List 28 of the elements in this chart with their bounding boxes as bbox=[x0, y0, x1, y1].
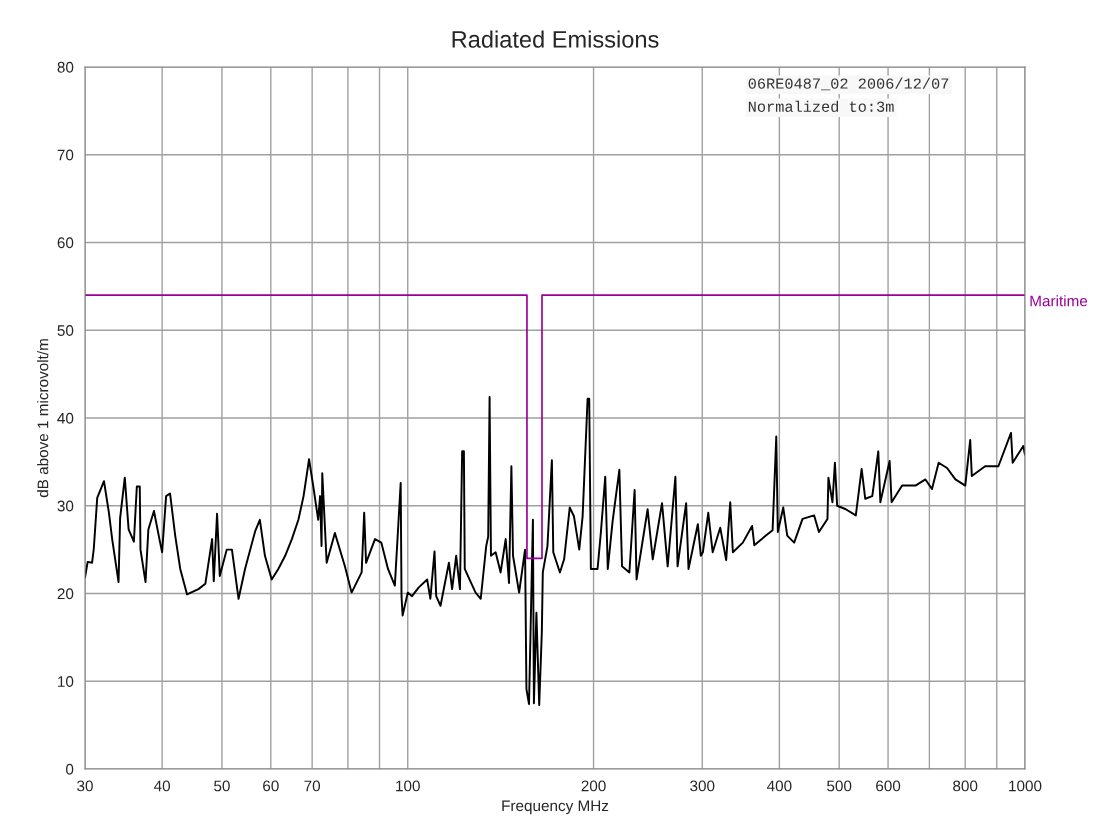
x-tick-label: 100 bbox=[396, 780, 420, 792]
x-tick-label: 30 bbox=[77, 780, 93, 792]
x-tick-label: 60 bbox=[263, 780, 279, 792]
y-tick-label: 50 bbox=[57, 325, 74, 336]
x-tick-label: 500 bbox=[827, 780, 852, 792]
y-tick-label: 60 bbox=[57, 237, 74, 249]
x-tick-label: 400 bbox=[766, 780, 792, 792]
x-tick-label: 50 bbox=[214, 780, 230, 792]
chart-title: Radiated Emissions bbox=[452, 30, 659, 48]
y-tick-label: 30 bbox=[57, 500, 74, 512]
series-label: Maritime bbox=[1030, 295, 1088, 307]
x-tick-label: 800 bbox=[953, 780, 978, 792]
y-tick-label: 70 bbox=[57, 149, 74, 161]
y-tick-label: 20 bbox=[57, 588, 74, 600]
annotation: 06RE0487_02 2006/12/07 bbox=[748, 77, 949, 91]
x-tick-label: 1000 bbox=[1009, 780, 1042, 792]
x-tick-label: 70 bbox=[304, 780, 321, 792]
y-tick-label: 40 bbox=[57, 412, 74, 424]
x-tick-label: 40 bbox=[153, 780, 171, 792]
y-axis-title: dB above 1 microvolt/m bbox=[37, 339, 49, 498]
x-axis-title: Frequency MHz bbox=[502, 800, 609, 815]
x-tick-label: 600 bbox=[876, 780, 901, 792]
y-tick-label: 10 bbox=[58, 676, 74, 687]
x-tick-label: 300 bbox=[690, 780, 715, 792]
y-tick-label: 80 bbox=[57, 61, 74, 73]
x-tick-label: 200 bbox=[581, 780, 606, 792]
y-tick-label: 0 bbox=[65, 763, 74, 775]
annotation: Normalized to:3m bbox=[748, 100, 894, 112]
